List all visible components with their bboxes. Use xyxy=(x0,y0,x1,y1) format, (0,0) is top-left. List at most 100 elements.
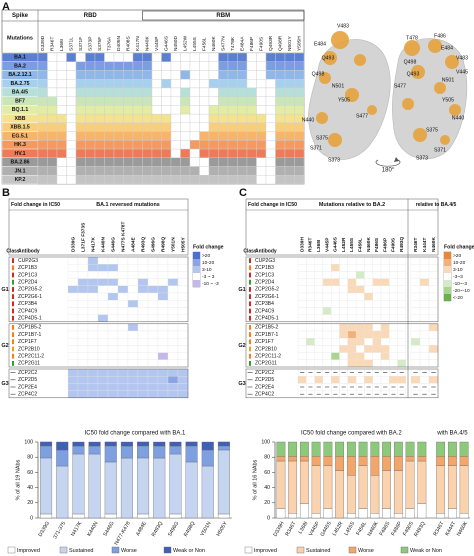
residue-label: S373 xyxy=(416,155,428,161)
mutation-cell xyxy=(56,148,67,158)
bar-segment xyxy=(335,456,345,471)
mutation-cell xyxy=(180,52,191,62)
mutation-cell xyxy=(132,78,143,89)
heat-cell xyxy=(177,376,189,384)
mutation-cell xyxy=(199,148,210,158)
heat-cell xyxy=(157,271,169,279)
heat-cell xyxy=(137,264,149,272)
heat-cell xyxy=(397,292,407,301)
heat-cell xyxy=(389,359,398,368)
mutation-cell xyxy=(256,122,267,132)
bar-segment xyxy=(358,441,368,457)
mutation-cell xyxy=(56,52,67,62)
mutation-site xyxy=(411,65,425,79)
mutation-cell xyxy=(227,157,238,167)
mutation-cell xyxy=(123,96,134,106)
heat-cell xyxy=(147,271,159,279)
mutation-cell xyxy=(294,87,305,97)
mutation-cell xyxy=(161,166,172,176)
heat-cell xyxy=(117,338,129,346)
bar-segment xyxy=(288,460,298,514)
heat-cell xyxy=(87,359,99,368)
mutation-cell xyxy=(113,96,124,106)
mutation-cell xyxy=(227,70,238,80)
mutation-site xyxy=(449,104,461,116)
antibody-name: ZCP4C9 xyxy=(255,308,274,314)
mutation-cell xyxy=(94,131,105,141)
mutation-cell xyxy=(170,148,181,158)
bar-segment xyxy=(436,513,446,519)
mutation-cell xyxy=(104,61,115,71)
heat-cell xyxy=(347,264,357,272)
mutation-cell xyxy=(189,87,200,97)
legend-label: Weak or Non xyxy=(173,548,205,554)
legend-swatch xyxy=(296,546,305,554)
mutation-cell xyxy=(66,166,77,176)
heat-cell xyxy=(364,323,373,332)
heat-cell xyxy=(314,330,324,339)
heat-cell xyxy=(397,256,407,265)
heat-cell xyxy=(97,314,109,322)
heat-cell xyxy=(87,285,99,294)
heat-cell xyxy=(137,285,149,294)
bar-segment xyxy=(370,475,380,514)
group-frame xyxy=(8,323,189,368)
bar-segment xyxy=(311,513,321,519)
bar-segment xyxy=(153,441,166,447)
heat-cell xyxy=(97,323,109,332)
heat-cell xyxy=(127,338,139,346)
legend-label: <-20 xyxy=(453,295,463,301)
mutation-cell xyxy=(284,61,295,71)
heat-cell xyxy=(364,338,373,346)
mutation-cell xyxy=(56,175,67,185)
heat-cell xyxy=(97,285,109,294)
heat-cell xyxy=(306,264,315,272)
mutation-cell xyxy=(37,157,48,167)
heat-cell xyxy=(331,323,340,332)
mutation-cell xyxy=(123,87,134,97)
heat-cell xyxy=(87,352,99,360)
mutation-cell xyxy=(284,140,295,150)
heat-cell xyxy=(117,307,129,315)
mutation-cell xyxy=(284,52,295,62)
column-header: Antibody xyxy=(18,248,40,254)
bar-segment xyxy=(459,513,469,519)
heat-cell xyxy=(157,292,169,301)
residue-label: N501 xyxy=(332,83,345,89)
mutation-cell xyxy=(227,61,238,71)
heat-cell xyxy=(389,264,398,272)
mutation-label: N501Y xyxy=(287,36,293,51)
mutation-cell xyxy=(275,113,286,124)
bar-segment xyxy=(185,445,198,463)
mutation-cell xyxy=(237,105,248,115)
mutation-cell xyxy=(132,157,143,167)
mutation-cell xyxy=(123,70,134,80)
heat-cell xyxy=(322,359,332,368)
heat-cell xyxy=(380,300,390,308)
heat-cell xyxy=(297,292,307,301)
mutation-cell xyxy=(161,175,172,185)
heat-cell xyxy=(177,323,189,332)
heat-cell xyxy=(67,383,79,391)
residue-label: V445 xyxy=(456,69,468,75)
heat-cell xyxy=(306,307,315,315)
mutation-cell xyxy=(227,140,238,150)
mutation-cell xyxy=(94,61,105,71)
residue-label: Q493 xyxy=(322,55,335,61)
heat-cell xyxy=(167,256,179,265)
residue-label: V483 xyxy=(337,23,349,29)
mutation-cell xyxy=(275,52,286,62)
mutation-cell xyxy=(294,166,305,176)
legend-swatch xyxy=(193,259,200,266)
heat-cell xyxy=(419,300,430,308)
mutation-cell xyxy=(104,96,115,106)
mutation-cell xyxy=(37,113,48,124)
heat-cell xyxy=(127,314,139,322)
mutation-cell xyxy=(113,157,124,167)
mutation-cell xyxy=(246,140,257,150)
mutation-cell xyxy=(56,78,67,89)
mutation-label: F486S xyxy=(374,237,380,252)
heat-cell xyxy=(419,359,430,368)
mutation-cell xyxy=(75,131,86,141)
